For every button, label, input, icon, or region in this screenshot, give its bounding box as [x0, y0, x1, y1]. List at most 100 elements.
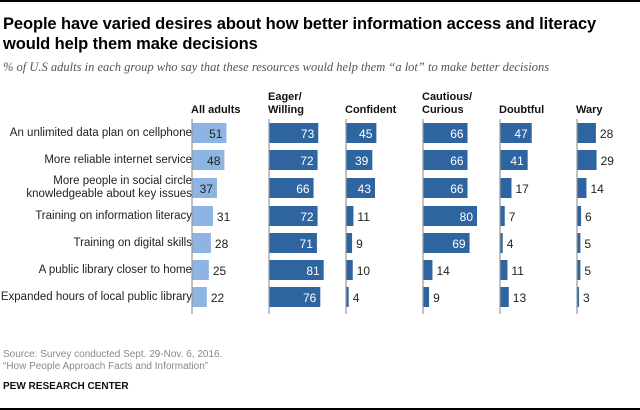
bar-doubtful-5 [500, 233, 503, 253]
chart-title: People have varied desires about how bet… [3, 15, 597, 53]
bar-wary-7 [577, 287, 580, 307]
bar-eager-willing-1 [269, 123, 319, 143]
series-header-doubtful: Doubtful [499, 104, 545, 116]
source-line-2: “How People Approach Facts and Informati… [3, 361, 209, 372]
value-label-eager-willing-6: 81 [306, 264, 320, 278]
series-header-cautious-curious: Cautious/Curious [422, 91, 473, 116]
bar-wary-6 [577, 260, 581, 280]
bar-cautious-curious-2 [423, 150, 468, 170]
value-label-doubtful-6: 11 [511, 264, 524, 278]
value-label-cautious-curious-5: 69 [452, 237, 466, 251]
top-rule [0, 0, 640, 2]
value-label-all-adults-6: 25 [213, 264, 227, 278]
value-label-confident-3: 43 [358, 182, 372, 196]
category-label-training-on-information-literacy: Training on information literacy [35, 209, 192, 222]
bar-confident-5 [346, 233, 353, 253]
source-line-1: Source: Survey conducted Sept. 29-Nov. 6… [3, 349, 223, 360]
value-label-cautious-curious-3: 66 [450, 182, 464, 196]
bar-cautious-curious-6 [423, 260, 433, 280]
bar-confident-4 [346, 206, 354, 226]
value-label-confident-1: 45 [359, 127, 373, 141]
bar-doubtful-2 [500, 150, 528, 170]
bar-cautious-curious-4 [423, 206, 477, 226]
bar-confident-2 [346, 150, 373, 170]
category-label-more-reliable-internet-service: More reliable internet service [44, 153, 192, 166]
bar-wary-3 [577, 178, 587, 198]
bar-doubtful-1 [500, 123, 532, 143]
value-label-doubtful-3: 17 [515, 182, 529, 196]
value-label-cautious-curious-4: 80 [460, 210, 474, 224]
value-label-doubtful-7: 13 [513, 291, 527, 305]
value-label-all-adults-7: 22 [211, 291, 225, 305]
value-label-doubtful-5: 4 [507, 237, 514, 251]
value-label-eager-willing-7: 76 [303, 291, 317, 305]
source-note: Source: Survey conducted Sept. 29-Nov. 6… [3, 349, 222, 373]
series-header-wary: Wary [576, 104, 603, 116]
series-header-all-adults: All adults [191, 104, 241, 116]
bar-all-adults-6 [192, 260, 209, 280]
bar-confident-6 [346, 260, 353, 280]
bar-eager-willing-6 [269, 260, 324, 280]
bar-cautious-curious-5 [423, 233, 470, 253]
bar-cautious-curious-1 [423, 123, 468, 143]
category-label-training-on-digital-skills: Training on digital skills [73, 236, 192, 249]
value-label-cautious-curious-2: 66 [450, 154, 464, 168]
category-label-a-public-library-closer-to-home: A public library closer to home [38, 263, 192, 276]
value-label-cautious-curious-7: 9 [433, 291, 440, 305]
value-label-eager-willing-5: 71 [300, 237, 314, 251]
bar-doubtful-6 [500, 260, 508, 280]
series-doubtful: 47 41 17 7 4 11 13 [500, 123, 532, 307]
value-label-all-adults-1: 51 [209, 127, 223, 141]
bar-doubtful-4 [500, 206, 505, 226]
bar-doubtful-3 [500, 178, 512, 198]
series-confident: 45 39 43 11 9 10 4 [346, 123, 377, 307]
series-wary: 28 29 14 6 5 5 3 [577, 123, 614, 307]
value-label-eager-willing-1: 73 [301, 127, 315, 141]
bar-eager-willing-4 [269, 206, 318, 226]
series-eager-willing: 73 72 66 72 71 81 76 [269, 123, 324, 307]
value-label-cautious-curious-6: 14 [436, 264, 450, 278]
value-label-wary-1: 28 [600, 127, 614, 141]
value-label-doubtful-2: 41 [510, 154, 524, 168]
value-label-wary-4: 6 [585, 210, 592, 224]
value-label-eager-willing-3: 66 [296, 182, 310, 196]
bottom-rule [0, 408, 640, 410]
value-label-all-adults-2: 48 [207, 154, 221, 168]
value-label-doubtful-1: 47 [514, 127, 528, 141]
value-label-wary-2: 29 [601, 154, 615, 168]
value-label-confident-2: 39 [355, 154, 369, 168]
bar-eager-willing-5 [269, 233, 317, 253]
value-label-doubtful-4: 7 [509, 210, 516, 224]
value-label-all-adults-3: 37 [200, 182, 214, 196]
value-label-wary-5: 5 [584, 237, 591, 251]
value-label-wary-7: 3 [583, 291, 590, 305]
bar-all-adults-4 [192, 206, 213, 226]
chart-subtitle: % of U.S adults in each group who say th… [3, 60, 550, 74]
value-label-confident-6: 10 [357, 264, 371, 278]
bar-eager-willing-7 [269, 287, 321, 307]
bar-all-adults-5 [192, 233, 211, 253]
bar-eager-willing-2 [269, 150, 318, 170]
bar-wary-1 [577, 123, 596, 143]
bar-eager-willing-3 [269, 178, 314, 198]
bar-all-adults-1 [192, 123, 227, 143]
bar-cautious-curious-7 [423, 287, 430, 307]
bar-doubtful-7 [500, 287, 509, 307]
category-label-more-people-in-social-circle-knowledgeable-about-key-issues: More people in social circle knowledgeabl… [26, 175, 192, 200]
bar-wary-5 [577, 233, 581, 253]
bar-confident-1 [346, 123, 377, 143]
bar-all-adults-2 [192, 150, 225, 170]
bar-wary-4 [577, 206, 582, 226]
value-label-eager-willing-2: 72 [300, 154, 314, 168]
value-label-eager-willing-4: 72 [300, 210, 314, 224]
bar-all-adults-3 [192, 178, 217, 198]
category-label-an-unlimited-data-plan-on-cellphone: An unlimited data plan on cellphone [9, 126, 192, 139]
value-label-all-adults-4: 31 [217, 210, 231, 224]
series-header-confident: Confident [345, 104, 397, 116]
value-label-wary-6: 5 [584, 264, 591, 278]
value-label-confident-4: 11 [357, 210, 370, 224]
value-label-all-adults-5: 28 [215, 237, 229, 251]
